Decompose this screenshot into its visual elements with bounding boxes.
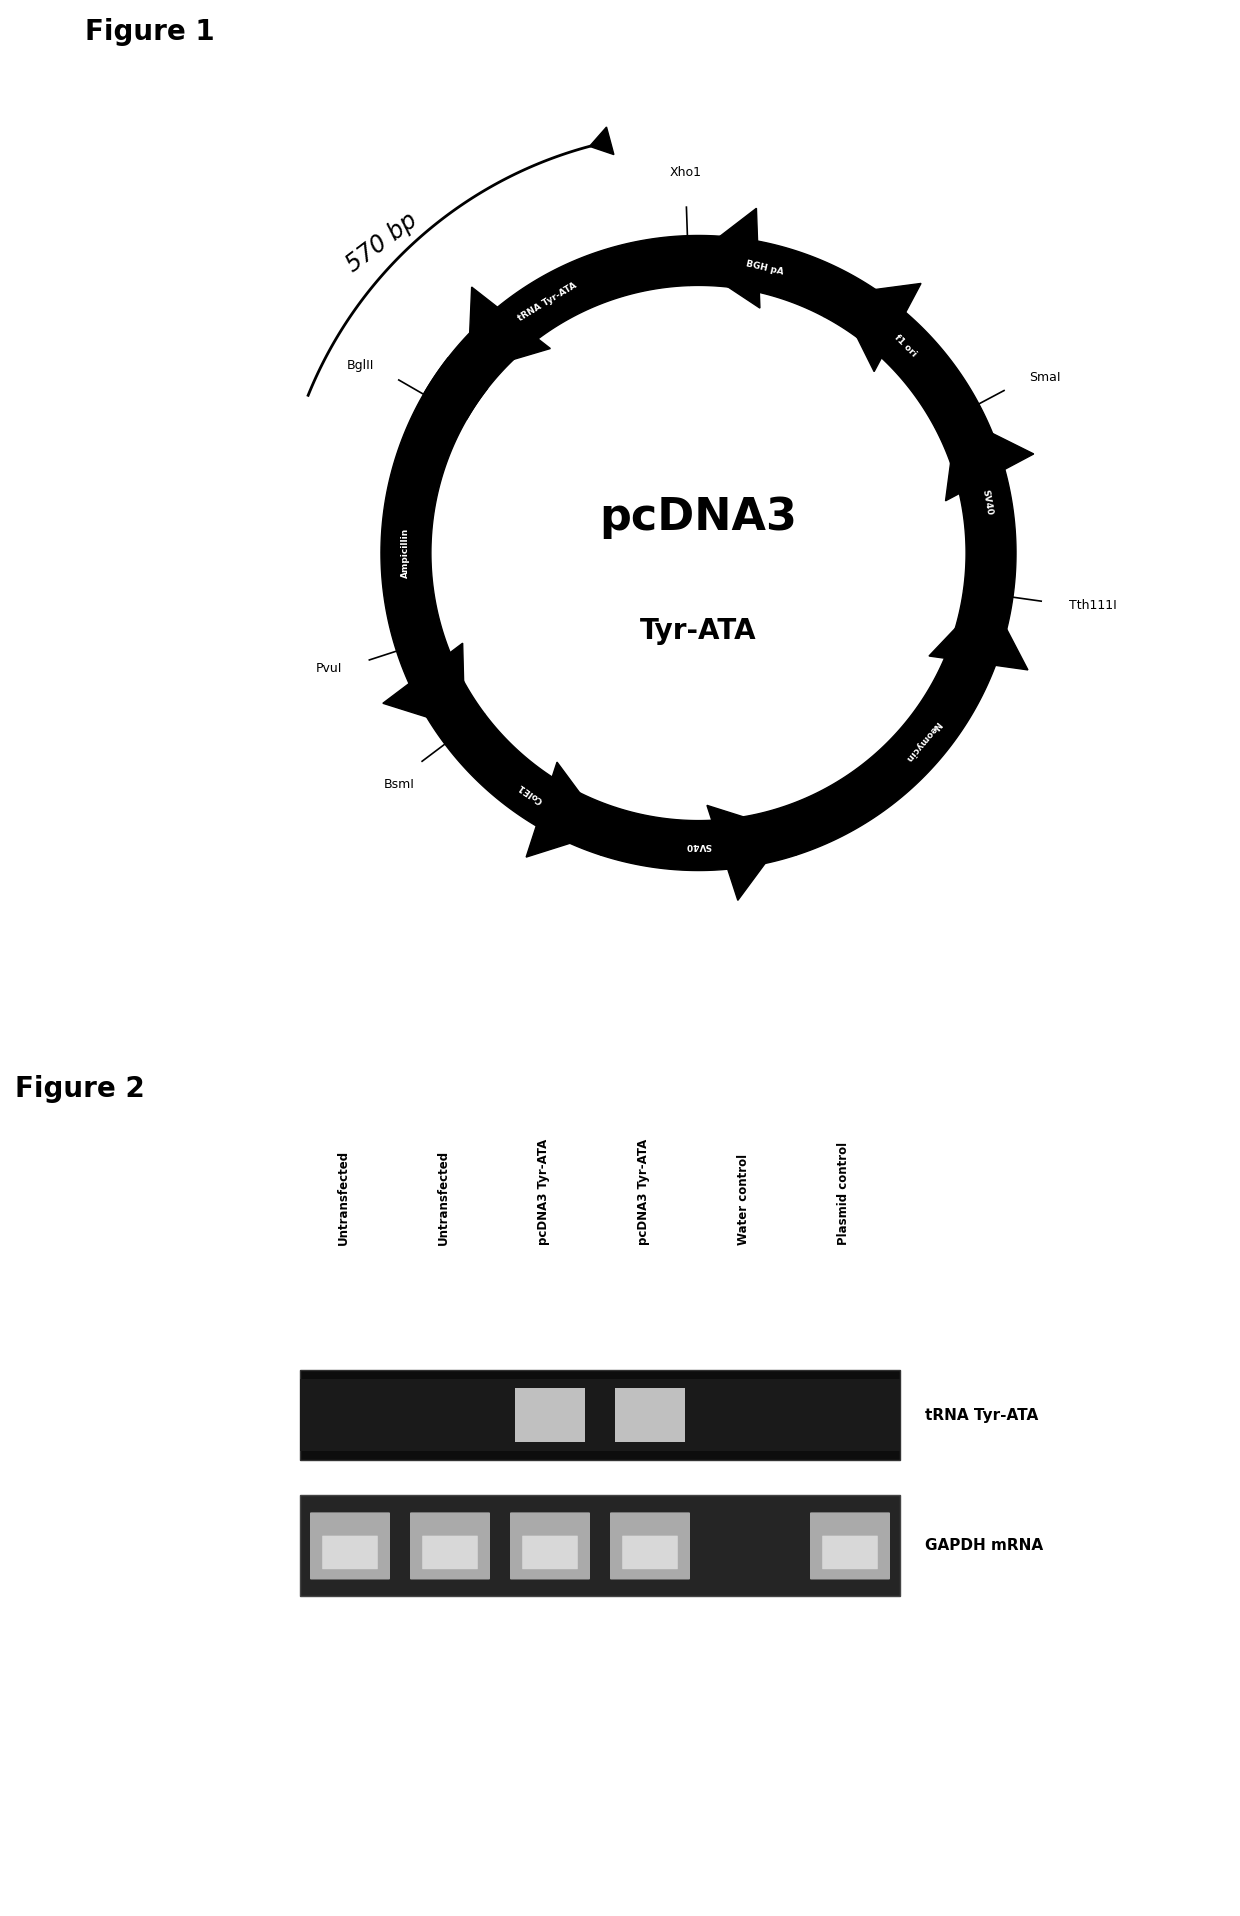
Polygon shape xyxy=(935,404,1016,598)
Text: Figure 2: Figure 2 xyxy=(15,1075,145,1104)
FancyBboxPatch shape xyxy=(615,1389,684,1443)
Polygon shape xyxy=(526,763,608,856)
Polygon shape xyxy=(383,644,465,730)
Text: pcDNA3: pcDNA3 xyxy=(600,496,797,538)
Text: pcDNA3 Tyr-ATA: pcDNA3 Tyr-ATA xyxy=(637,1138,650,1245)
FancyBboxPatch shape xyxy=(322,1535,378,1569)
Text: tRNA Tyr-ATA: tRNA Tyr-ATA xyxy=(517,282,579,324)
Polygon shape xyxy=(424,236,689,420)
Text: pcDNA3 Tyr-ATA: pcDNA3 Tyr-ATA xyxy=(537,1138,551,1245)
Polygon shape xyxy=(687,236,848,316)
Text: SmaI: SmaI xyxy=(1029,370,1060,383)
Text: SV40: SV40 xyxy=(980,489,993,515)
Polygon shape xyxy=(836,284,921,372)
Text: Neomycin: Neomycin xyxy=(903,718,942,763)
Polygon shape xyxy=(688,209,760,308)
FancyBboxPatch shape xyxy=(300,1494,900,1596)
Text: PvuI: PvuI xyxy=(316,663,342,674)
Text: Ampicillin: Ampicillin xyxy=(402,529,410,579)
Text: tRNA Tyr-ATA: tRNA Tyr-ATA xyxy=(925,1408,1038,1424)
Text: Tth111I: Tth111I xyxy=(1069,598,1117,611)
Text: Xho1: Xho1 xyxy=(670,165,702,178)
Text: BglII: BglII xyxy=(347,358,374,372)
FancyBboxPatch shape xyxy=(300,1370,900,1460)
FancyBboxPatch shape xyxy=(300,1380,900,1450)
Polygon shape xyxy=(707,805,789,901)
Text: Plasmid control: Plasmid control xyxy=(837,1142,849,1245)
Polygon shape xyxy=(445,715,616,855)
Polygon shape xyxy=(946,416,1034,500)
FancyBboxPatch shape xyxy=(822,1535,878,1569)
Text: BGH pA: BGH pA xyxy=(744,259,784,276)
Text: Tyr-ATA: Tyr-ATA xyxy=(640,617,756,646)
FancyBboxPatch shape xyxy=(522,1535,578,1569)
Text: f1 ori: f1 ori xyxy=(893,333,918,358)
FancyBboxPatch shape xyxy=(515,1389,585,1443)
FancyBboxPatch shape xyxy=(422,1535,477,1569)
FancyBboxPatch shape xyxy=(310,1512,391,1579)
Text: Untransfected: Untransfected xyxy=(337,1150,350,1245)
Polygon shape xyxy=(929,594,1028,671)
FancyBboxPatch shape xyxy=(510,1512,590,1579)
Polygon shape xyxy=(825,272,978,427)
FancyBboxPatch shape xyxy=(810,1512,890,1579)
Text: SV40: SV40 xyxy=(686,841,712,851)
Text: Water control: Water control xyxy=(737,1153,750,1245)
Polygon shape xyxy=(600,807,796,870)
Text: GAPDH mRNA: GAPDH mRNA xyxy=(925,1539,1043,1554)
FancyBboxPatch shape xyxy=(410,1512,490,1579)
Text: 570 bp: 570 bp xyxy=(342,209,423,278)
Text: Untransfected: Untransfected xyxy=(436,1150,450,1245)
Polygon shape xyxy=(381,358,487,743)
Text: ColE1: ColE1 xyxy=(517,782,544,805)
FancyBboxPatch shape xyxy=(610,1512,689,1579)
Polygon shape xyxy=(589,126,614,155)
Polygon shape xyxy=(467,287,551,374)
FancyBboxPatch shape xyxy=(622,1535,678,1569)
Polygon shape xyxy=(781,590,1013,855)
Text: Figure 1: Figure 1 xyxy=(84,17,215,46)
Text: BsmI: BsmI xyxy=(384,778,414,791)
